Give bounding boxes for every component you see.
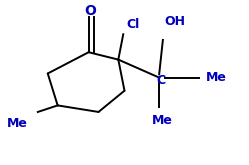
Text: OH: OH xyxy=(165,15,186,28)
Text: Me: Me xyxy=(152,114,173,127)
Text: Me: Me xyxy=(206,71,227,84)
Text: Cl: Cl xyxy=(126,18,140,31)
Text: C: C xyxy=(157,74,166,87)
Text: Me: Me xyxy=(7,117,28,130)
Text: O: O xyxy=(84,3,96,17)
